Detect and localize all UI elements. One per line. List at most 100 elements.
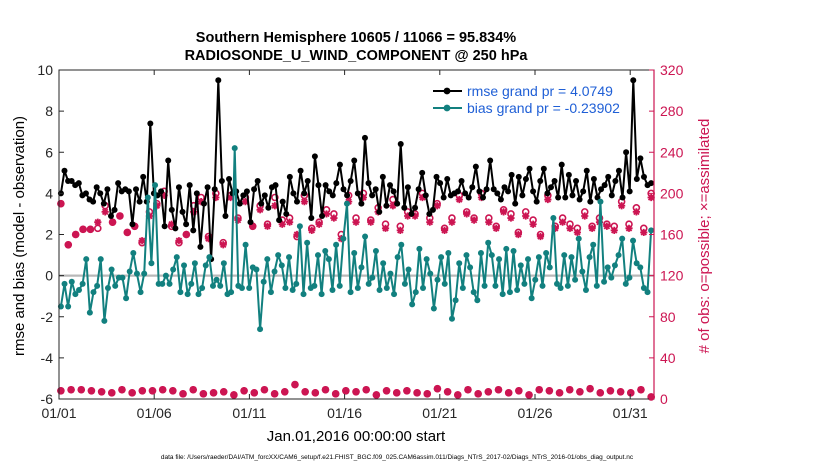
line-series-layer bbox=[57, 77, 655, 333]
bias-point bbox=[626, 274, 633, 281]
bias-point bbox=[445, 250, 452, 257]
bias-point bbox=[86, 309, 93, 316]
assimilated-point bbox=[230, 391, 238, 399]
rmse-point bbox=[326, 188, 333, 195]
rmse-point bbox=[469, 184, 476, 191]
rmse-point bbox=[197, 243, 204, 250]
rmse-point bbox=[558, 161, 565, 168]
assimilated-point bbox=[189, 386, 197, 394]
legend-rmse-label: rmse grand pr = 4.0749 bbox=[467, 83, 613, 99]
rmse-point bbox=[322, 182, 329, 189]
bias-point bbox=[586, 254, 593, 261]
bias-point bbox=[101, 317, 108, 324]
bias-point bbox=[144, 194, 151, 201]
bias-point bbox=[420, 284, 427, 291]
bias-point bbox=[206, 254, 213, 261]
rmse-point bbox=[158, 188, 165, 195]
assimilated-point bbox=[98, 388, 106, 396]
assimilated-point bbox=[617, 388, 625, 396]
assimilated-point bbox=[87, 387, 96, 395]
bias-point bbox=[434, 276, 441, 283]
rmse-point bbox=[215, 77, 222, 84]
y-tick-label: 8 bbox=[45, 103, 53, 119]
bias-point bbox=[474, 297, 481, 304]
rmse-point bbox=[372, 186, 379, 193]
assimilated-point bbox=[234, 216, 242, 224]
rmse-point bbox=[100, 200, 107, 207]
assimilated-point bbox=[632, 208, 640, 216]
assimilated-point bbox=[389, 202, 397, 210]
assimilated-point bbox=[57, 200, 65, 208]
assimilated-point bbox=[199, 390, 207, 398]
rmse-point bbox=[236, 200, 243, 207]
rmse-point bbox=[440, 194, 447, 201]
bias-point bbox=[170, 266, 177, 273]
assimilated-point bbox=[169, 387, 177, 395]
bias-point bbox=[351, 250, 358, 257]
bias-point bbox=[141, 270, 148, 277]
y2-tick-label: 320 bbox=[660, 62, 684, 78]
rmse-point bbox=[340, 186, 347, 193]
rmse-point bbox=[297, 167, 304, 174]
rmse-point bbox=[433, 173, 440, 180]
assimilated-point bbox=[332, 390, 340, 398]
assimilated-point bbox=[640, 228, 648, 237]
bias-point bbox=[590, 241, 597, 248]
assimilated-point bbox=[484, 388, 492, 396]
bias-point bbox=[593, 282, 600, 289]
bias-point bbox=[572, 276, 579, 283]
bias-point bbox=[557, 284, 564, 291]
assimilated-point bbox=[393, 389, 401, 397]
assimilated-point bbox=[116, 212, 124, 220]
assimilated-point bbox=[606, 387, 615, 395]
assimilated-point bbox=[160, 191, 168, 200]
rmse-point bbox=[133, 186, 140, 193]
assimilated-point bbox=[367, 218, 375, 226]
x-tick-label: 01/31 bbox=[613, 405, 648, 421]
assimilated-point bbox=[423, 390, 431, 398]
rmse-point bbox=[476, 188, 483, 195]
assimilated-point bbox=[603, 222, 611, 230]
rmse-point bbox=[369, 192, 376, 199]
rmse-point bbox=[487, 157, 494, 164]
bias-point bbox=[152, 182, 159, 189]
assimilated-point bbox=[647, 193, 655, 202]
bias-point bbox=[231, 145, 238, 152]
assimilated-point bbox=[86, 225, 95, 233]
assimilated-point bbox=[499, 208, 508, 216]
legend-rmse-marker bbox=[443, 87, 451, 95]
bias-point bbox=[430, 305, 437, 312]
assimilated-point bbox=[138, 387, 146, 395]
rmse-point bbox=[190, 227, 197, 234]
bias-point bbox=[340, 235, 347, 242]
bias-point bbox=[579, 268, 586, 275]
assimilated-point bbox=[190, 208, 198, 216]
bias-point bbox=[387, 270, 394, 277]
rmse-point bbox=[329, 192, 336, 199]
assimilated-point bbox=[359, 193, 368, 202]
rmse-point bbox=[193, 190, 200, 197]
assimilated-point bbox=[492, 224, 500, 232]
bias-point bbox=[365, 280, 372, 287]
assimilated-point bbox=[535, 386, 543, 394]
rmse-point bbox=[533, 198, 540, 205]
rmse-point bbox=[376, 208, 383, 215]
bias-point bbox=[640, 284, 647, 291]
bias-point bbox=[488, 252, 495, 259]
assimilated-point bbox=[220, 388, 228, 396]
bias-point bbox=[282, 284, 289, 291]
assimilated-point bbox=[566, 386, 574, 394]
assimilated-point bbox=[79, 225, 87, 233]
assimilated-point bbox=[219, 241, 227, 249]
assimilated-point bbox=[260, 386, 269, 394]
assimilated-point bbox=[293, 230, 301, 239]
rmse-point bbox=[480, 194, 487, 201]
assimilated-point bbox=[311, 389, 319, 397]
rmse-point bbox=[508, 171, 515, 178]
rmse-point bbox=[61, 167, 68, 174]
bias-point bbox=[191, 260, 198, 267]
rmse-point bbox=[404, 184, 411, 191]
rmse-point bbox=[222, 212, 229, 219]
x-tick-label: 01/01 bbox=[41, 405, 76, 421]
